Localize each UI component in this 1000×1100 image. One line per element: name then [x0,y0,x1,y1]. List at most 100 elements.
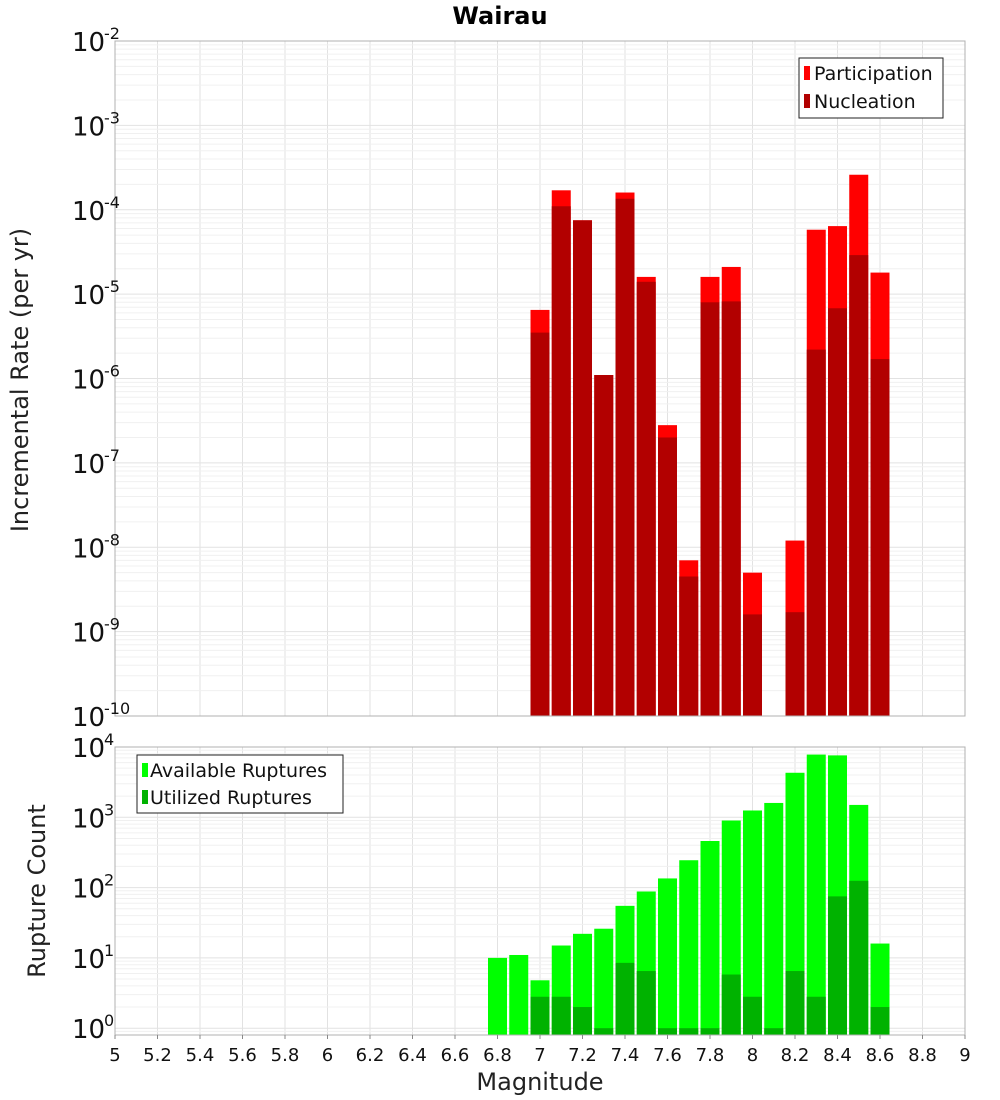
x-ticks: 5 5.2 5.4 5.6 5.8 6 6.2 6.4 6.6 6.8 7 7.2 7.4 7.6 7.8 8… [109,1035,971,1066]
x-tick-label: 5.8 [271,1045,300,1066]
utilized-ruptures-bar [594,1028,614,1035]
x-tick-label: 6 [322,1045,333,1066]
legend-label-available: Available Ruptures [150,760,327,782]
x-tick-label: 5 [109,1045,120,1066]
utilized-ruptures-bar [806,996,826,1035]
y-tick-label: 10 [72,1015,105,1045]
utilized-ruptures-bar [785,971,805,1035]
nucleation-bar [806,349,826,716]
y-tick-label: 10 [72,281,105,311]
available-ruptures-bar [509,954,529,1035]
x-tick-label: 7.2 [568,1045,597,1066]
utilized-ruptures-bar [679,1028,699,1035]
utilized-ruptures-bar [530,996,550,1035]
y-tick-exponent: 2 [104,871,114,890]
x-tick-label: 5.6 [228,1045,257,1066]
x-tick-label: 8.6 [866,1045,895,1066]
x-axis-label: Magnitude [476,1068,603,1096]
nucleation-bar [615,198,635,717]
y-tick-exponent: -7 [104,446,120,465]
utilized-ruptures-bar [636,971,656,1035]
available-ruptures-bar [679,860,699,1035]
y-tick-exponent: -8 [104,530,120,549]
available-ruptures-bar [743,810,762,1035]
legend-swatch-nucleation [804,94,810,108]
nucleation-bar [849,255,869,716]
y-tick-exponent: 0 [104,1011,114,1030]
y-tick-label: 10 [72,703,105,733]
nucleation-bar [785,612,805,716]
y-tick-exponent: -6 [104,362,120,381]
utilized-ruptures-bar [870,1007,890,1035]
nucleation-bar [573,220,592,717]
available-ruptures-bar [658,878,677,1035]
bottom-legend: Available Ruptures Utilized Ruptures [136,754,344,814]
nucleation-bar [658,437,677,716]
nucleation-bar [743,614,762,716]
bottom-legend-box [136,754,344,814]
top-y-axis-label: Incremental Rate (per yr) [6,228,34,532]
chart-title: Wairau [452,2,547,30]
utilized-ruptures-bar [849,880,869,1035]
y-tick-label: 10 [72,734,105,764]
y-tick-exponent: 4 [104,730,114,749]
x-tick-label: 6.8 [483,1045,512,1066]
y-tick-label: 10 [72,28,105,58]
utilized-ruptures-bar [721,974,741,1035]
bottom-y-axis-label: Rupture Count [23,804,51,978]
legend-swatch-available [142,763,148,777]
available-ruptures-bar [806,754,826,1035]
y-tick-exponent: -4 [104,193,120,212]
nucleation-bar [679,576,699,716]
legend-swatch-utilized [142,790,148,804]
x-tick-label: 8.8 [908,1045,937,1066]
x-tick-label: 6.6 [441,1045,470,1066]
legend-label-nucleation: Nucleation [814,91,916,113]
y-tick-label: 10 [72,112,105,142]
top-bars [530,174,890,717]
x-tick-label: 5.2 [143,1045,172,1066]
y-tick-label: 10 [72,804,105,834]
x-tick-label: 7.4 [611,1045,640,1066]
y-tick-label: 10 [72,875,105,905]
legend-label-participation: Participation [814,63,933,85]
x-tick-label: 7 [534,1045,545,1066]
y-tick-exponent: -9 [104,615,120,634]
top-plot-frame [114,40,966,717]
y-tick-exponent: -5 [104,277,120,296]
nucleation-bar [594,375,614,716]
y-tick-label: 10 [72,197,105,227]
x-tick-label: 9 [959,1045,970,1066]
y-tick-exponent: -3 [104,108,120,127]
nucleation-bar [636,281,656,716]
y-tick-exponent: 1 [104,941,114,960]
utilized-ruptures-bar [615,962,635,1035]
y-tick-label: 10 [72,619,105,649]
x-tick-label: 5.4 [186,1045,215,1066]
y-tick-label: 10 [72,366,105,396]
available-ruptures-bar [488,957,507,1035]
nucleation-bar [721,301,741,716]
bottom-bars [488,754,890,1035]
utilized-ruptures-bar [658,1028,677,1035]
nucleation-bar [870,359,890,716]
y-tick-exponent: -2 [104,24,120,43]
utilized-ruptures-bar [573,1007,592,1035]
y-tick-label: 10 [72,945,105,975]
y-tick-label: 10 [72,450,105,480]
utilized-ruptures-bar [700,1028,720,1035]
x-tick-label: 8.2 [781,1045,810,1066]
x-tick-label: 8 [747,1045,758,1066]
x-tick-label: 7.6 [653,1045,682,1066]
y-tick-exponent: -10 [104,699,130,718]
nucleation-bar [828,308,847,716]
nucleation-bar [530,332,550,716]
y-tick-exponent: 3 [104,800,114,819]
nucleation-bar [700,302,720,716]
top-legend-box [798,57,944,119]
available-ruptures-bar [764,802,784,1035]
top-legend: Participation Nucleation [798,57,944,119]
nucleation-bar [551,206,571,716]
